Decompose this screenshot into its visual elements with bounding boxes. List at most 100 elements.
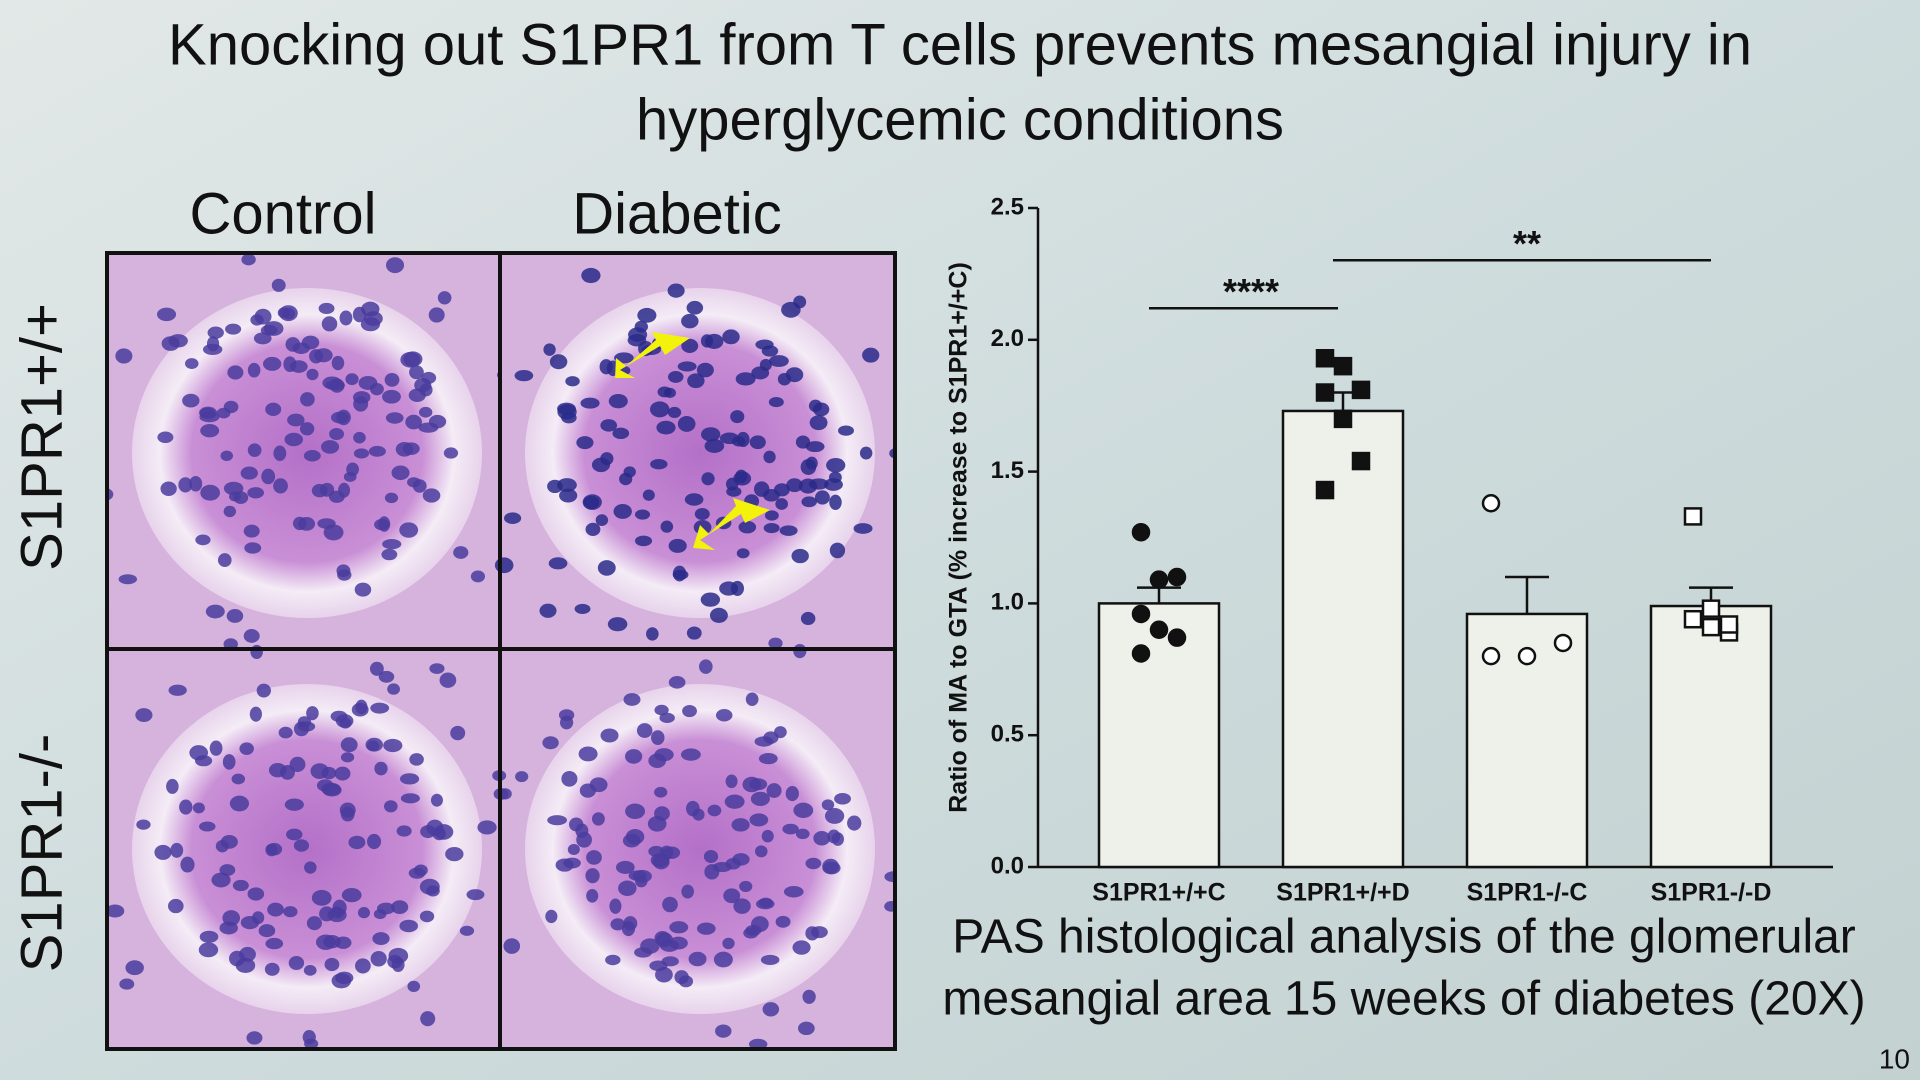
nucleus	[650, 459, 668, 470]
nucleus	[625, 803, 646, 820]
nucleus	[605, 954, 621, 966]
nucleus	[445, 846, 464, 862]
nucleus	[730, 410, 745, 424]
nucleus	[559, 488, 578, 503]
nucleus	[713, 951, 733, 968]
nucleus	[354, 582, 372, 597]
nucleus	[723, 888, 741, 904]
nucleus	[229, 795, 250, 812]
bar	[1281, 409, 1405, 869]
y-tick-label: 2.5	[991, 193, 1024, 220]
nucleus	[648, 845, 665, 857]
nucleus	[284, 432, 303, 447]
nucleus	[302, 1030, 316, 1045]
nucleus	[341, 887, 362, 903]
nucleus	[548, 557, 568, 570]
nucleus	[745, 924, 762, 936]
data-point	[1333, 356, 1353, 376]
nucleus	[813, 830, 831, 846]
row-label: S1PR1-/-	[9, 734, 74, 973]
nucleus	[542, 736, 559, 750]
nucleus	[655, 967, 673, 983]
y-tick-label: 1.5	[991, 457, 1024, 484]
nucleus	[320, 440, 340, 454]
nucleus	[884, 871, 895, 883]
data-point	[1167, 628, 1187, 647]
nucleus	[681, 313, 699, 329]
data-point	[1167, 567, 1187, 587]
nucleus	[859, 446, 873, 460]
nucleus	[640, 938, 660, 954]
nucleus	[668, 370, 684, 383]
nucleus	[368, 445, 386, 457]
nucleus	[239, 946, 256, 962]
nucleus	[782, 823, 799, 835]
nucleus	[838, 425, 854, 436]
nucleus	[600, 452, 614, 466]
y-tick-label: 2.0	[991, 325, 1024, 352]
nucleus	[715, 1024, 732, 1038]
nucleus	[694, 507, 710, 520]
column-label: Diabetic	[572, 181, 782, 246]
nucleus	[378, 670, 395, 683]
nucleus	[515, 771, 529, 783]
data-point	[1315, 480, 1335, 500]
nucleus	[170, 842, 184, 858]
nucleus	[271, 278, 286, 292]
nucleus	[361, 301, 380, 317]
nucleus	[265, 937, 284, 950]
nucleus	[408, 867, 426, 879]
nucleus	[824, 808, 845, 824]
nucleus	[801, 496, 817, 508]
nucleus	[209, 740, 223, 756]
nucleus	[785, 785, 799, 802]
nucleus	[420, 1011, 436, 1027]
bar	[1649, 604, 1773, 869]
nucleus	[267, 902, 284, 917]
nucleus	[381, 548, 398, 561]
nucleus	[654, 930, 671, 946]
nucleus	[783, 885, 804, 898]
nucleus	[195, 534, 211, 546]
data-point	[1719, 615, 1739, 634]
nucleus	[636, 723, 653, 738]
nucleus	[327, 907, 347, 923]
nucleus	[466, 889, 485, 901]
nucleus	[304, 861, 317, 874]
nucleus	[777, 372, 792, 386]
nucleus	[576, 831, 592, 848]
nucleus	[450, 725, 466, 741]
nucleus	[385, 257, 405, 274]
nucleus	[688, 951, 707, 967]
nucleus	[623, 693, 641, 706]
nucleus	[642, 489, 655, 501]
nucleus	[263, 356, 282, 371]
nucleus	[668, 538, 687, 553]
nucleus	[494, 557, 514, 574]
nucleus	[687, 373, 705, 389]
nucleus	[354, 958, 371, 974]
nucleus	[239, 742, 254, 755]
nucleus	[576, 436, 594, 450]
nucleus	[731, 818, 750, 832]
column-label: Control	[190, 181, 377, 246]
nucleus	[567, 843, 580, 856]
nucleus	[647, 816, 667, 832]
nucleus	[578, 746, 598, 762]
y-tick-label: 0.5	[991, 721, 1024, 748]
data-point	[1517, 646, 1537, 666]
data-point	[1683, 507, 1703, 526]
nucleus	[681, 884, 695, 899]
significance-label: ****	[1223, 271, 1279, 312]
nucleus	[797, 1021, 815, 1036]
nucleus	[608, 393, 628, 409]
x-tick-label: S1PR1-/-C	[1467, 879, 1588, 907]
nucleus	[353, 448, 370, 459]
nucleus	[261, 468, 276, 485]
nucleus	[751, 366, 770, 380]
nucleus	[382, 389, 401, 404]
nucleus	[681, 338, 699, 353]
x-tick-label: S1PR1+/+C	[1092, 879, 1225, 907]
nucleus	[763, 523, 780, 534]
nucleus	[334, 766, 351, 781]
